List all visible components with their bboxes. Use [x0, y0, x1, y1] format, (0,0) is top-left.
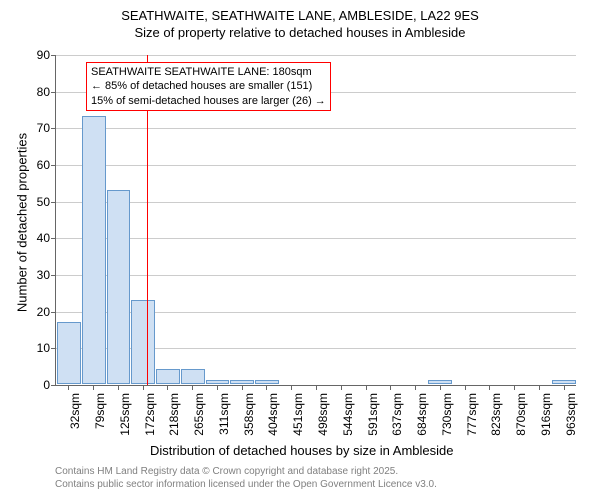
y-tick-label: 30	[37, 268, 56, 282]
x-tick	[366, 385, 367, 390]
x-tick-label: 684sqm	[415, 393, 429, 436]
histogram-bar	[428, 380, 452, 384]
x-tick	[143, 385, 144, 390]
x-tick	[514, 385, 515, 390]
x-tick	[266, 385, 267, 390]
chart-title: SEATHWAITE, SEATHWAITE LANE, AMBLESIDE, …	[0, 0, 600, 42]
x-tick-label: 591sqm	[366, 393, 380, 436]
annotation-line3: 15% of semi-detached houses are larger (…	[91, 95, 326, 107]
y-tick-label: 0	[43, 378, 56, 392]
x-tick-label: 404sqm	[266, 393, 280, 436]
grid-line	[56, 128, 576, 129]
x-tick-label: 823sqm	[489, 393, 503, 436]
y-tick-label: 40	[37, 231, 56, 245]
y-axis-label: Number of detached properties	[15, 123, 30, 323]
y-tick-label: 60	[37, 158, 56, 172]
chart-container: SEATHWAITE, SEATHWAITE LANE, AMBLESIDE, …	[0, 0, 600, 500]
x-tick	[341, 385, 342, 390]
histogram-bar	[82, 116, 106, 384]
x-tick	[291, 385, 292, 390]
grid-line	[56, 165, 576, 166]
x-tick-label: 730sqm	[440, 393, 454, 436]
annotation-box: SEATHWAITE SEATHWAITE LANE: 180sqm ← 85% …	[86, 62, 331, 111]
histogram-bar	[206, 380, 230, 384]
x-tick	[192, 385, 193, 390]
x-tick	[93, 385, 94, 390]
histogram-bar	[131, 300, 155, 384]
grid-line	[56, 238, 576, 239]
x-tick-label: 265sqm	[192, 393, 206, 436]
y-tick-label: 90	[37, 48, 56, 62]
footer-line2: Contains public sector information licen…	[55, 479, 437, 490]
x-tick-label: 498sqm	[316, 393, 330, 436]
x-axis-label: Distribution of detached houses by size …	[150, 443, 454, 458]
x-tick	[118, 385, 119, 390]
x-tick	[68, 385, 69, 390]
x-tick-label: 311sqm	[217, 393, 231, 435]
x-tick-label: 637sqm	[390, 393, 404, 436]
plot-area: 010203040506070809032sqm79sqm125sqm172sq…	[55, 55, 576, 386]
title-line2: Size of property relative to detached ho…	[135, 25, 466, 40]
x-tick	[489, 385, 490, 390]
x-tick	[564, 385, 565, 390]
x-tick-label: 32sqm	[68, 393, 82, 429]
x-tick-label: 218sqm	[167, 393, 181, 436]
title-line1: SEATHWAITE, SEATHWAITE LANE, AMBLESIDE, …	[121, 8, 479, 23]
x-tick-label: 125sqm	[118, 393, 132, 436]
x-tick	[465, 385, 466, 390]
y-tick-label: 50	[37, 195, 56, 209]
x-tick	[415, 385, 416, 390]
y-tick-label: 70	[37, 121, 56, 135]
x-tick	[242, 385, 243, 390]
x-tick	[440, 385, 441, 390]
y-tick-label: 10	[37, 341, 56, 355]
x-tick-label: 358sqm	[242, 393, 256, 436]
x-tick	[167, 385, 168, 390]
grid-line	[56, 55, 576, 56]
x-tick-label: 172sqm	[143, 393, 157, 436]
annotation-line2: ← 85% of detached houses are smaller (15…	[91, 80, 312, 92]
grid-line	[56, 202, 576, 203]
x-tick	[539, 385, 540, 390]
x-tick-label: 963sqm	[564, 393, 578, 436]
annotation-line1: SEATHWAITE SEATHWAITE LANE: 180sqm	[91, 66, 312, 78]
x-tick	[217, 385, 218, 390]
histogram-bar	[57, 322, 81, 384]
footer-note: Contains HM Land Registry data © Crown c…	[55, 465, 437, 491]
histogram-bar	[156, 369, 180, 384]
y-tick-label: 80	[37, 85, 56, 99]
x-tick-label: 870sqm	[514, 393, 528, 436]
histogram-bar	[255, 380, 279, 384]
histogram-bar	[230, 380, 254, 384]
x-tick-label: 777sqm	[465, 393, 479, 436]
grid-line	[56, 275, 576, 276]
footer-line1: Contains HM Land Registry data © Crown c…	[55, 466, 398, 477]
x-tick-label: 451sqm	[291, 393, 305, 436]
x-tick-label: 916sqm	[539, 393, 553, 436]
x-tick	[390, 385, 391, 390]
x-tick-label: 544sqm	[341, 393, 355, 436]
y-tick-label: 20	[37, 305, 56, 319]
histogram-bar	[181, 369, 205, 384]
x-tick-label: 79sqm	[93, 393, 107, 429]
x-tick	[316, 385, 317, 390]
histogram-bar	[107, 190, 131, 384]
histogram-bar	[552, 380, 576, 384]
